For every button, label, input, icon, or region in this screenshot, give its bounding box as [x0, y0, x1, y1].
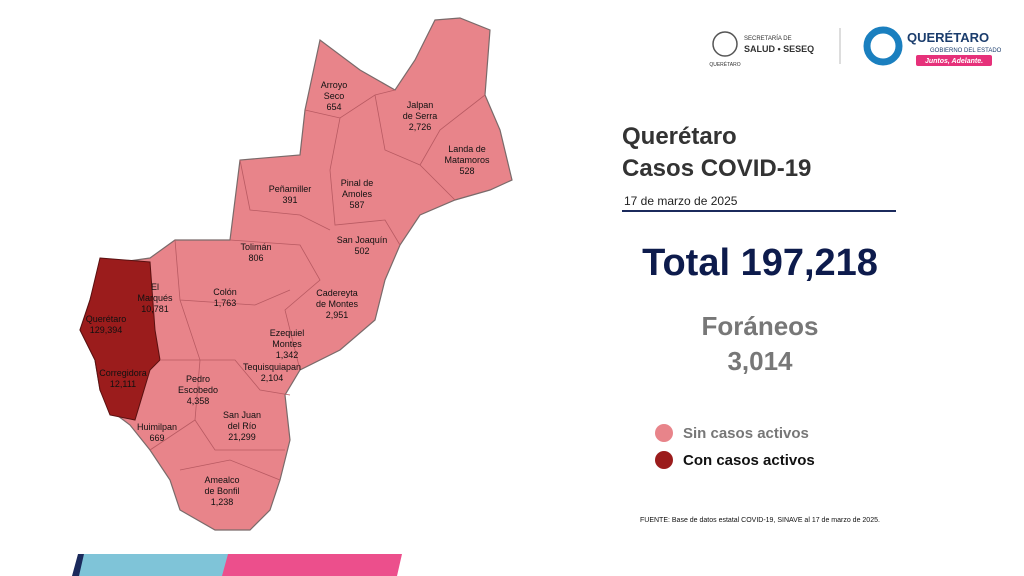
q-logo — [863, 26, 903, 66]
municipality-cases: 502 — [354, 246, 369, 256]
municipality-name: Huimilpan — [137, 422, 177, 432]
legend-label: Con casos activos — [683, 452, 815, 469]
logo-title: QUERÉTARO — [907, 30, 989, 45]
municipality-name: de Serra — [403, 111, 438, 121]
municipality-name: Tolimán — [240, 242, 271, 252]
municipality-cases: 528 — [459, 166, 474, 176]
legend-swatch — [655, 451, 673, 469]
municipality-name: Peñamiller — [269, 184, 312, 194]
border — [304, 89, 396, 119]
municipality-name: Pinal de — [341, 178, 374, 188]
border — [174, 239, 291, 306]
municipality-cases: 2,726 — [409, 122, 432, 132]
municipality-name: Escobedo — [178, 385, 218, 395]
active-region — [79, 257, 161, 421]
municipality-cases: 129,394 — [90, 325, 123, 335]
border — [194, 419, 285, 451]
municipality-cases: 21,299 — [228, 432, 256, 442]
municipality-cases: 806 — [248, 253, 263, 263]
logo-tag: Juntos, Adelante. — [925, 58, 983, 65]
municipality-name: El — [151, 282, 159, 292]
municipality-name: Landa de — [448, 144, 486, 154]
stripe — [79, 554, 240, 576]
border — [239, 159, 331, 231]
municipality-cases: 12,111 — [110, 379, 136, 389]
logo-line: SALUD • SESEQ — [744, 44, 814, 54]
border — [149, 299, 201, 451]
coat-of-arms — [712, 31, 738, 57]
border — [419, 94, 486, 166]
municipality-cases: 4,358 — [187, 396, 210, 406]
border — [329, 117, 401, 246]
title: Querétaro — [622, 123, 737, 150]
foraneos-value: 3,014 — [727, 346, 793, 376]
border — [160, 359, 291, 396]
total: Total 197,218 — [642, 242, 878, 284]
municipality-name: del Río — [228, 421, 257, 431]
municipality-name: de Bonfil — [204, 486, 239, 496]
municipality-name: Tequisquiapan — [243, 362, 301, 372]
logo-caption: QUERÉTARO — [709, 61, 740, 68]
municipality-cases: 587 — [349, 200, 364, 210]
municipality-name: Jalpan — [407, 100, 434, 110]
municipality-cases: 1,763 — [214, 298, 237, 308]
municipality-name: Colón — [213, 287, 237, 297]
border — [374, 94, 456, 201]
municipality-name: San Juan — [223, 410, 261, 420]
municipality-name: de Montes — [316, 299, 359, 309]
municipality-name: Corregidora — [99, 368, 147, 378]
municipal-borders — [149, 89, 486, 481]
municipality-name: Amealco — [204, 475, 239, 485]
legend-label: Sin casos activos — [683, 425, 809, 442]
municipality-name: Seco — [324, 91, 345, 101]
municipality-cases: 2,104 — [261, 373, 284, 383]
border — [179, 459, 281, 481]
municipality-name: Pedro — [186, 374, 210, 384]
municipality-name: San Joaquín — [337, 235, 388, 245]
municipality-name: Marqués — [137, 293, 173, 303]
municipality-cases: 10,781 — [141, 304, 169, 314]
municipality-name: Ezequiel — [270, 328, 305, 338]
municipality-cases: 2,951 — [326, 310, 349, 320]
municipality-name: Arroyo — [321, 80, 348, 90]
stripe — [222, 554, 402, 576]
legend-swatch — [655, 424, 673, 442]
municipality-cases: 391 — [282, 195, 297, 205]
legend: Sin casos activos Con casos activos — [655, 424, 815, 469]
source: FUENTE: Base de datos estatal COVID-19, … — [640, 517, 880, 524]
foraneos-label: Foráneos — [701, 311, 818, 341]
municipality-name: Querétaro — [86, 314, 127, 324]
title: Casos COVID-19 — [622, 155, 811, 182]
municipality-name: Cadereyta — [316, 288, 358, 298]
date: 17 de marzo de 2025 — [624, 194, 738, 208]
municipality-cases: 1,342 — [276, 350, 299, 360]
logo-line: SECRETARÍA DE — [744, 35, 792, 42]
logo-tag-bg — [916, 55, 992, 66]
municipality-cases: 654 — [326, 102, 341, 112]
municipality-cases: 1,238 — [211, 497, 234, 507]
municipality-name: Montes — [272, 339, 302, 349]
municipality-name: Amoles — [342, 189, 373, 199]
logo-subtitle: GOBIERNO DEL ESTADO — [930, 48, 1002, 54]
municipality-name: Matamoros — [444, 155, 490, 165]
border — [229, 239, 321, 371]
state-map — [79, 17, 513, 531]
municipality-cases: 669 — [149, 433, 164, 443]
